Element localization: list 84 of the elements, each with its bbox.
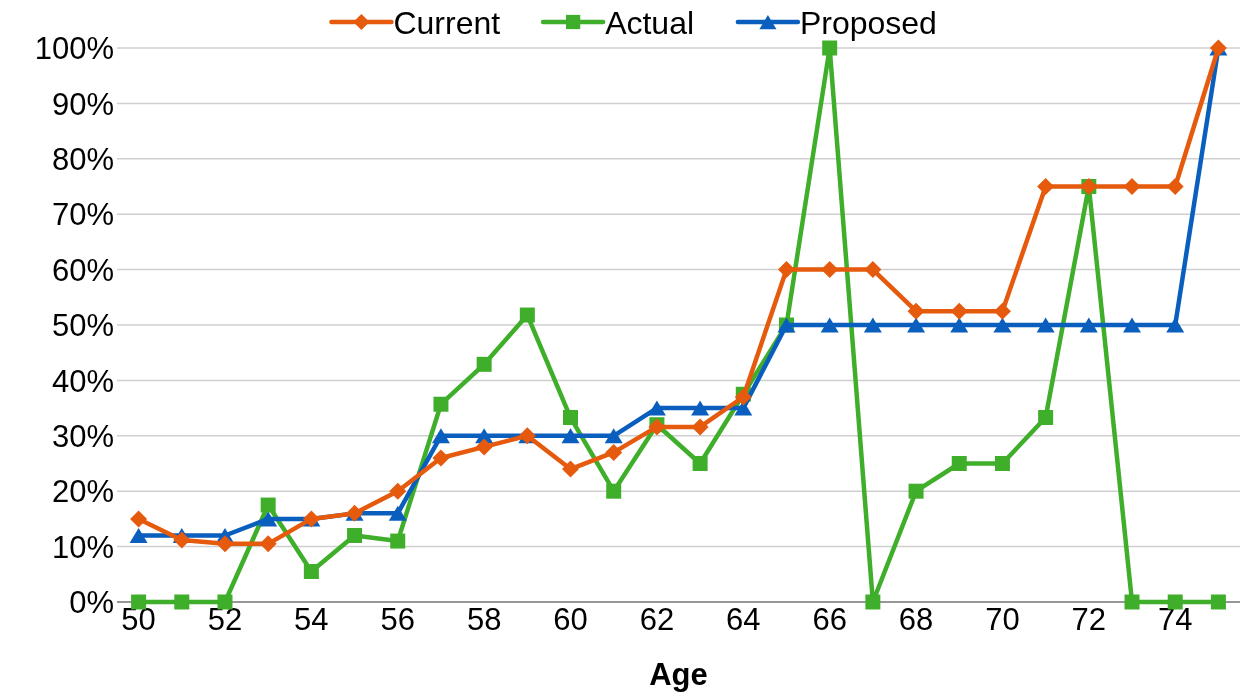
point [129, 528, 148, 544]
y-tick-label: 90% [51, 86, 114, 122]
point [1124, 594, 1140, 610]
point [433, 396, 449, 412]
point [605, 443, 623, 461]
y-tick-label: 60% [51, 252, 114, 288]
point [174, 594, 190, 610]
legend-label: Actual [605, 4, 695, 41]
y-tick-label: 0% [69, 585, 114, 621]
y-tick-label: 30% [51, 418, 114, 454]
point [993, 317, 1012, 333]
y-tick-label: 10% [51, 529, 114, 565]
point [691, 418, 709, 436]
point [994, 456, 1010, 471]
point [562, 460, 580, 478]
point [950, 302, 968, 320]
point [863, 317, 882, 333]
point [475, 438, 493, 456]
point [864, 261, 882, 279]
point [821, 261, 839, 279]
point [389, 482, 407, 500]
point [950, 317, 969, 333]
point [130, 510, 148, 528]
point [647, 400, 666, 416]
point [390, 533, 406, 549]
point [432, 449, 450, 467]
y-tick-label: 40% [51, 363, 114, 399]
point [1166, 178, 1184, 195]
point [1036, 317, 1055, 333]
y-tick-label: 80% [51, 141, 114, 177]
point [303, 564, 319, 580]
x-tick-label: 66 [812, 602, 847, 638]
point [908, 483, 924, 499]
x-tick-label: 64 [726, 602, 761, 638]
x-tick-label: 68 [898, 602, 934, 638]
point [259, 511, 278, 527]
point [734, 388, 752, 406]
point [1123, 178, 1141, 195]
point [1210, 594, 1226, 610]
point [173, 531, 191, 549]
point [216, 535, 234, 553]
point [691, 400, 710, 416]
x-tick-label: 74 [1157, 602, 1193, 638]
x-tick-label: 58 [466, 602, 502, 638]
x-tick-label: 62 [639, 602, 675, 638]
point [822, 40, 838, 56]
point [907, 317, 926, 333]
point [692, 456, 708, 471]
point [606, 483, 622, 499]
y-tick-label: 20% [51, 474, 114, 510]
legend-label: Proposed [799, 4, 937, 41]
point [993, 302, 1011, 320]
point [388, 505, 407, 521]
point [260, 497, 276, 513]
legend-label: Current [393, 4, 501, 41]
point [1038, 410, 1054, 426]
x-axis-title: Age [649, 657, 708, 692]
point [1037, 178, 1055, 195]
y-tick-label: 100% [34, 31, 114, 67]
point [951, 456, 967, 471]
x-tick-label: 52 [207, 602, 243, 638]
point [259, 535, 277, 553]
x-tick-label: 72 [1071, 602, 1107, 638]
x-tick-label: 54 [294, 602, 329, 638]
point [519, 307, 535, 323]
point [777, 261, 795, 279]
x-tick-label: 60 [553, 602, 588, 638]
point [604, 428, 623, 444]
point [865, 594, 881, 610]
point [563, 410, 579, 426]
point [820, 317, 839, 333]
x-tick-label: 70 [985, 602, 1020, 638]
point [347, 528, 363, 544]
y-tick-label: 50% [51, 308, 114, 344]
point [907, 302, 925, 320]
point [1079, 317, 1098, 333]
x-tick-label: 50 [121, 602, 156, 638]
point [1166, 317, 1185, 333]
point [431, 428, 450, 444]
point [1123, 317, 1142, 333]
point [476, 356, 492, 372]
point [561, 428, 580, 444]
y-tick-label: 70% [51, 197, 114, 233]
x-tick-label: 56 [380, 602, 415, 638]
